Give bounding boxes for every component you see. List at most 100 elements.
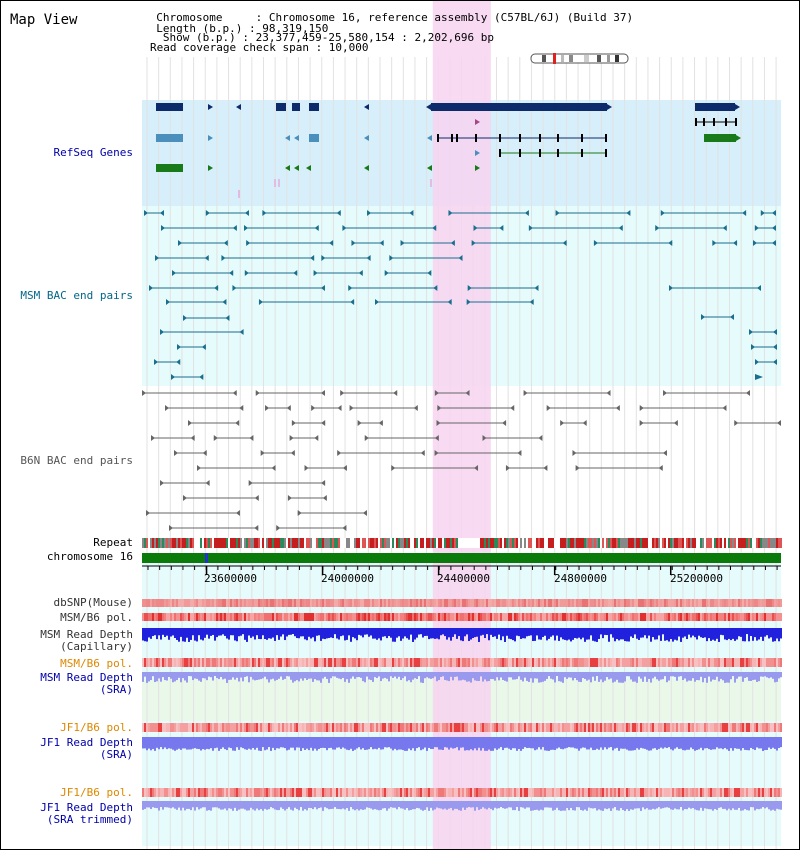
depth-bar	[228, 672, 230, 680]
depth-bar	[496, 628, 498, 639]
depth-bar	[530, 628, 532, 636]
heat-cell	[306, 599, 308, 607]
track-label-jf1-read-depth[interactable]: JF1 Read Depth	[40, 736, 133, 749]
depth-bar	[442, 737, 444, 750]
track-label-jf1-b6-pol[interactable]: JF1/B6 pol.	[60, 721, 133, 734]
repeat-segment	[622, 538, 624, 548]
depth-bar	[670, 801, 672, 810]
depth-bar	[196, 737, 198, 749]
depth-bar	[528, 628, 530, 636]
depth-bar	[662, 801, 664, 809]
heat-cell	[440, 723, 442, 732]
depth-bar	[640, 672, 642, 679]
depth-bar	[702, 672, 704, 683]
depth-bar	[364, 628, 366, 635]
depth-bar	[312, 628, 314, 638]
depth-bar	[252, 737, 254, 748]
depth-bar	[728, 628, 730, 639]
track-label-msm-b6-pol[interactable]: MSM/B6 pol.	[60, 611, 133, 624]
depth-bar	[428, 801, 430, 811]
depth-bar	[194, 672, 196, 679]
heat-cell	[760, 599, 762, 607]
heat-cell	[142, 613, 144, 621]
heat-cell	[180, 599, 182, 607]
depth-bar	[568, 801, 570, 811]
heat-cell	[166, 788, 168, 797]
heat-cell	[174, 658, 176, 667]
depth-bar	[280, 801, 282, 808]
heat-cell	[326, 599, 328, 607]
depth-bar	[420, 672, 422, 683]
depth-bar	[646, 737, 648, 750]
depth-bar	[520, 801, 522, 808]
depth-bar	[186, 628, 188, 638]
depth-bar	[512, 737, 514, 749]
depth-bar	[764, 737, 766, 751]
heat-cell	[420, 723, 422, 732]
heat-cell	[530, 599, 532, 607]
heat-cell	[356, 613, 358, 621]
heat-cell	[332, 788, 334, 797]
depth-bar	[254, 628, 256, 640]
heat-cell	[766, 599, 768, 607]
heat-cell	[544, 723, 546, 732]
heat-cell	[600, 723, 602, 732]
repeat-segment	[344, 538, 346, 548]
repeat-segment	[600, 538, 602, 548]
depth-bar	[502, 801, 504, 809]
depth-bar	[202, 628, 204, 641]
depth-bar	[572, 628, 574, 640]
heat-cell	[452, 599, 454, 607]
heat-cell	[314, 658, 316, 667]
depth-bar	[610, 672, 612, 679]
track-label-dbsnp[interactable]: dbSNP(Mouse)	[53, 596, 133, 609]
heat-cell	[642, 723, 644, 732]
depth-bar	[188, 628, 190, 642]
heat-cell	[172, 613, 174, 621]
heat-cell	[192, 788, 194, 797]
heat-cell	[446, 658, 448, 667]
track-label-msm-b6-pol-2[interactable]: MSM/B6 pol.	[60, 657, 133, 670]
track-label-msm-bac[interactable]: MSM BAC end pairs	[20, 289, 133, 302]
heat-cell	[776, 658, 778, 667]
depth-bar	[360, 628, 362, 636]
depth-bar	[162, 628, 164, 635]
bac-end-marker	[310, 255, 315, 261]
gene-exon-block	[276, 103, 286, 111]
repeat-segment	[618, 538, 620, 548]
track-label-jf1-read-depth-trim[interactable]: JF1 Read Depth	[40, 801, 133, 814]
track-label-repeat[interactable]: Repeat	[93, 536, 133, 549]
depth-bar	[666, 628, 668, 641]
depth-bar	[752, 801, 754, 808]
heat-cell	[586, 613, 588, 621]
track-label-chromosome[interactable]: chromosome 16	[46, 550, 133, 563]
track-label-msm-read-depth-sra[interactable]: MSM Read Depth	[40, 671, 133, 684]
heat-cell	[776, 599, 778, 607]
heat-cell	[760, 658, 762, 667]
heat-cell	[406, 788, 408, 797]
heat-cell	[574, 658, 576, 667]
heat-cell	[712, 723, 714, 732]
track-label-msm-read-depth-cap[interactable]: MSM Read Depth	[40, 628, 133, 641]
heat-cell	[490, 788, 492, 797]
heat-cell	[692, 723, 694, 732]
depth-bar	[518, 628, 520, 637]
bac-end-marker	[213, 435, 218, 441]
heat-cell	[360, 788, 362, 797]
heat-cell	[682, 788, 684, 797]
heat-cell	[334, 658, 336, 667]
track-label-refseq-genes[interactable]: RefSeq Genes	[53, 146, 133, 159]
repeat-segment	[302, 538, 304, 548]
depth-bar	[182, 737, 184, 749]
track-label-b6n-bac[interactable]: B6N BAC end pairs	[20, 454, 133, 467]
heat-cell	[414, 788, 416, 797]
heat-cell	[700, 658, 702, 667]
heat-cell	[288, 658, 290, 667]
heat-cell	[234, 613, 236, 621]
heat-cell	[206, 788, 208, 797]
heat-cell	[476, 658, 478, 667]
heat-cell	[760, 723, 762, 732]
depth-bar	[768, 737, 770, 748]
track-label-jf1-b6-pol-2[interactable]: JF1/B6 pol.	[60, 786, 133, 799]
